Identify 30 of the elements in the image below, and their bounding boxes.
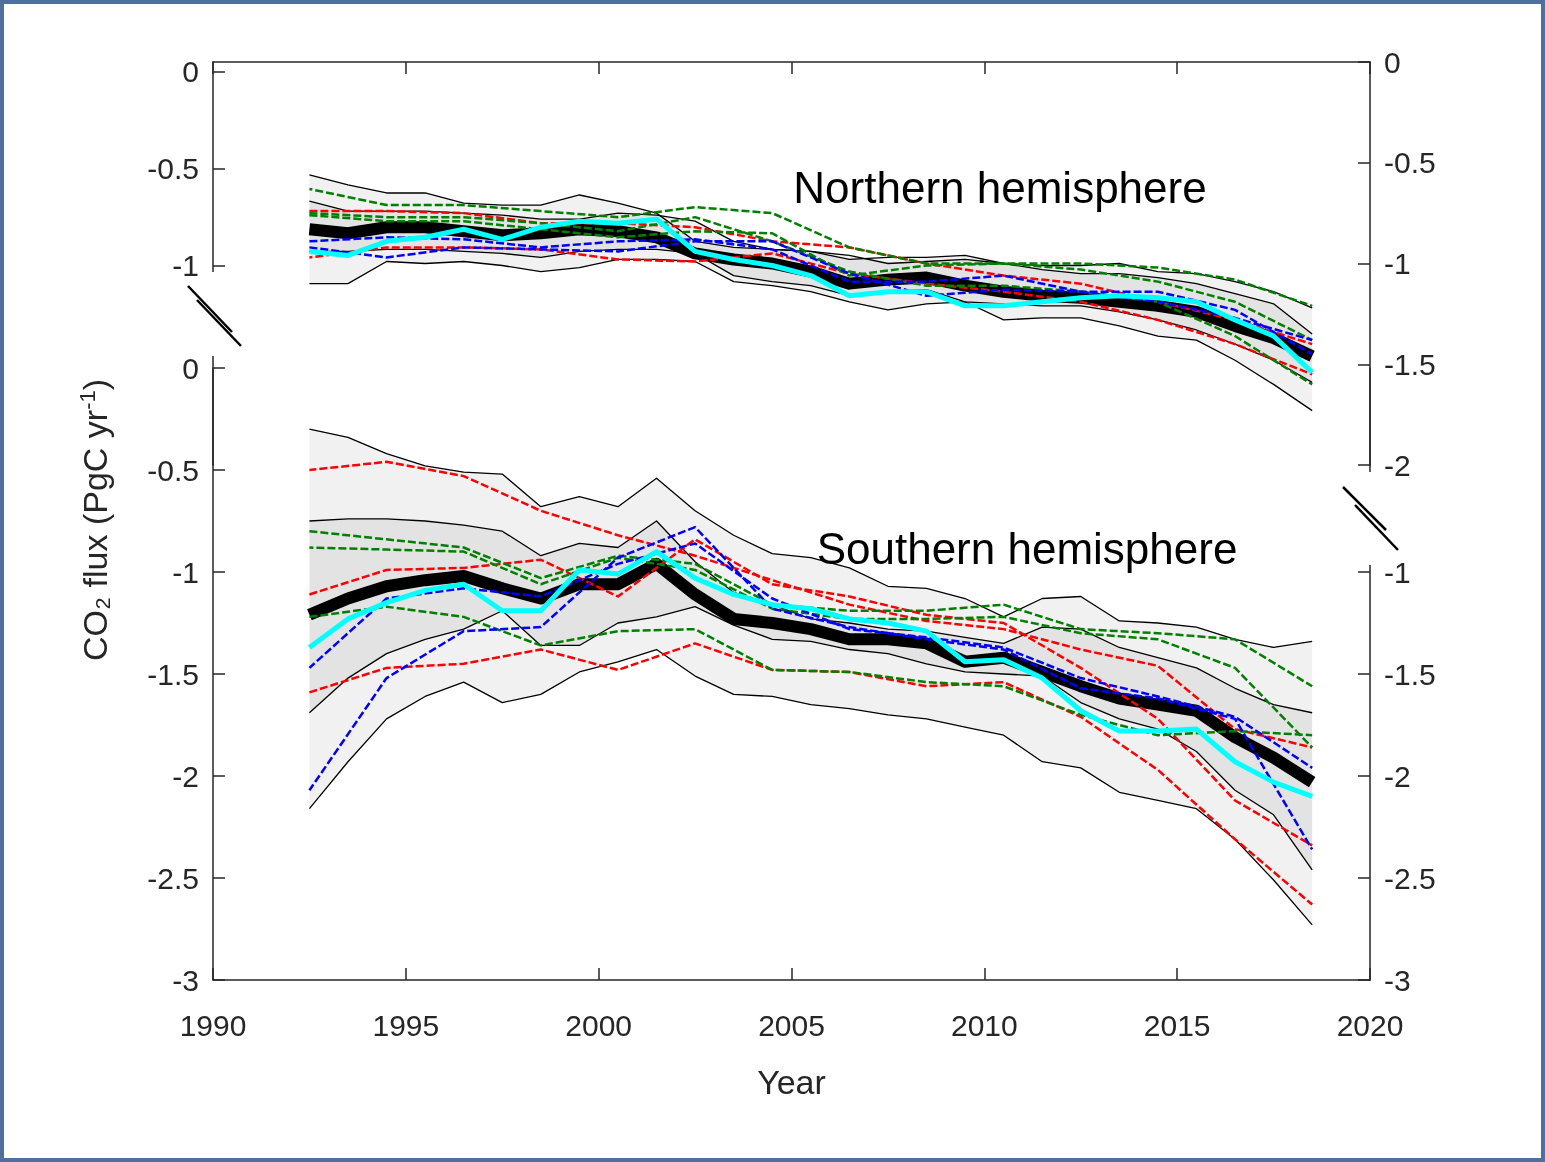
- x-tick-label: 2010: [950, 1008, 1018, 1042]
- y2-tick-label: -1: [1384, 555, 1411, 589]
- text: Northern hemisphere: [793, 162, 1207, 212]
- x-tick-label: 2015: [1143, 1008, 1211, 1042]
- y-tick-label: -1: [172, 248, 199, 282]
- x-axis-title: Year: [757, 1063, 826, 1101]
- y2-tick-label: -2.5: [1384, 861, 1436, 895]
- y-tick-label: -1.5: [147, 657, 199, 691]
- y-tick-label: 0: [182, 351, 199, 385]
- y2-tick-label: -2: [1384, 759, 1411, 793]
- y2-tick-label: -1.5: [1384, 347, 1436, 381]
- y-tick-label: -0.5: [147, 152, 199, 186]
- x-tick-label: 1995: [372, 1008, 440, 1042]
- y2-tick-label: -2: [1384, 448, 1411, 482]
- y2-tick-label: 0: [1384, 45, 1401, 79]
- x-tick-label: 2005: [758, 1008, 825, 1042]
- y2-tick-label: -3: [1384, 963, 1411, 997]
- y-tick-label: 0: [182, 55, 199, 89]
- y2-tick-label: -1: [1384, 247, 1411, 280]
- y-tick-label: -3: [172, 963, 199, 997]
- y-tick-label: -0.5: [147, 453, 199, 487]
- y-tick-label: -1: [172, 555, 199, 589]
- x-tick-label: 1990: [179, 1008, 247, 1042]
- text: Southern hemisphere: [816, 523, 1238, 573]
- x-tick-label: 2000: [565, 1008, 633, 1042]
- y-tick-label: -2: [172, 759, 199, 793]
- x-tick-label: 2020: [1336, 1008, 1404, 1042]
- y-tick-label: -2.5: [147, 861, 199, 895]
- y2-tick-label: -0.5: [1384, 146, 1436, 180]
- y2-tick-label: -1.5: [1384, 657, 1436, 691]
